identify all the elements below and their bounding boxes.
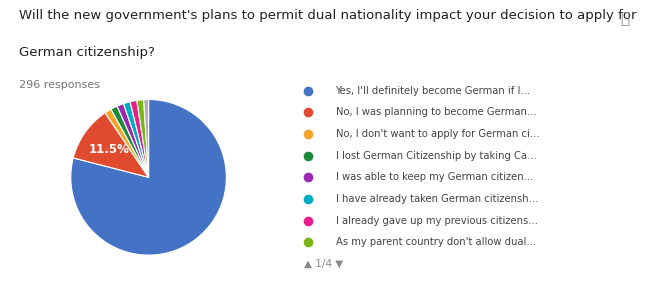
Text: German citizenship?: German citizenship? [19, 46, 155, 59]
Wedge shape [130, 100, 149, 177]
Wedge shape [73, 113, 149, 177]
Text: Will the new government's plans to permit dual nationality impact your decision : Will the new government's plans to permi… [19, 9, 637, 21]
Wedge shape [117, 104, 149, 177]
Text: No, I don't want to apply for German ci...: No, I don't want to apply for German ci.… [335, 129, 539, 139]
Text: 11.5%: 11.5% [89, 143, 130, 156]
Text: I already gave up my previous citizens...: I already gave up my previous citizens..… [335, 216, 537, 226]
Text: I was able to keep my German citizen...: I was able to keep my German citizen... [335, 172, 533, 182]
Wedge shape [105, 109, 149, 177]
Text: ⧉: ⧉ [621, 11, 630, 26]
Text: 296 responses: 296 responses [19, 80, 100, 90]
Wedge shape [71, 100, 226, 255]
Text: No, I was planning to become German...: No, I was planning to become German... [335, 108, 536, 118]
Wedge shape [111, 106, 149, 177]
Wedge shape [123, 102, 149, 177]
Text: ▲ 1/4 ▼: ▲ 1/4 ▼ [304, 259, 343, 269]
Text: I have already taken German citizensh...: I have already taken German citizensh... [335, 194, 538, 204]
Text: I lost German Citizenship by taking Ca...: I lost German Citizenship by taking Ca..… [335, 151, 536, 161]
Wedge shape [137, 100, 149, 177]
Text: Yes, I'll definitely become German if I...: Yes, I'll definitely become German if I.… [335, 86, 530, 96]
Text: As my parent country don't allow dual...: As my parent country don't allow dual... [335, 237, 536, 247]
Wedge shape [143, 100, 149, 177]
